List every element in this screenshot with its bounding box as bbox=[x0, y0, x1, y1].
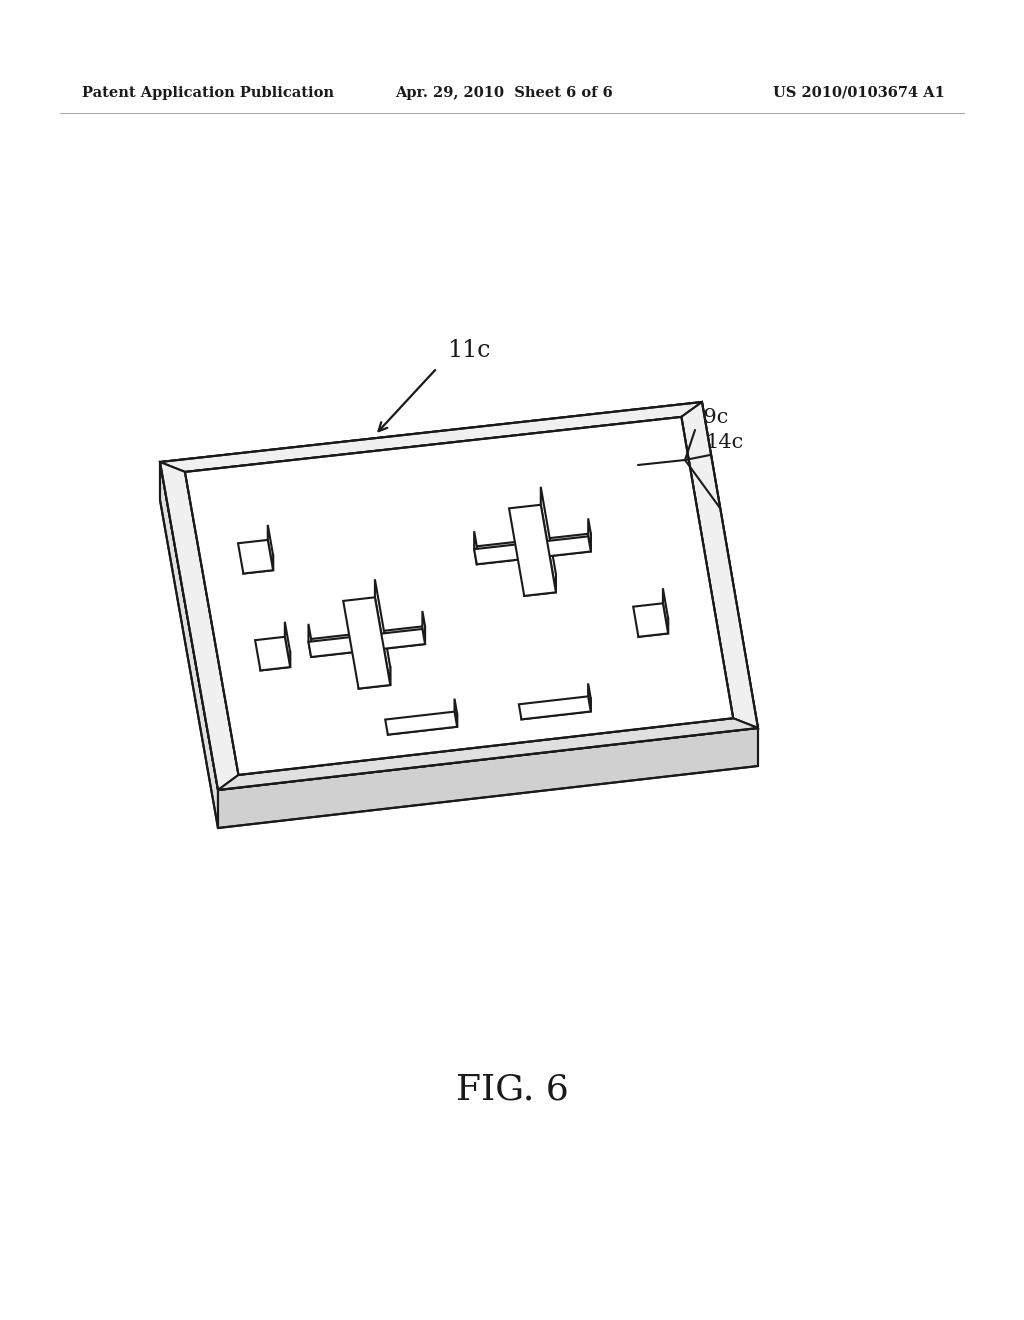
Polygon shape bbox=[633, 603, 668, 636]
Polygon shape bbox=[308, 624, 311, 657]
Polygon shape bbox=[541, 487, 556, 593]
Polygon shape bbox=[160, 403, 758, 789]
Polygon shape bbox=[260, 652, 290, 671]
Polygon shape bbox=[358, 667, 390, 689]
Polygon shape bbox=[160, 403, 702, 473]
Polygon shape bbox=[218, 718, 758, 789]
Polygon shape bbox=[681, 403, 758, 729]
Text: 11c: 11c bbox=[447, 339, 490, 362]
Text: US 2010/0103674 A1: US 2010/0103674 A1 bbox=[773, 86, 945, 100]
Polygon shape bbox=[663, 589, 668, 634]
Polygon shape bbox=[311, 626, 425, 657]
Polygon shape bbox=[477, 533, 591, 564]
Polygon shape bbox=[385, 711, 457, 735]
Polygon shape bbox=[160, 462, 218, 828]
Polygon shape bbox=[524, 574, 556, 595]
Polygon shape bbox=[519, 697, 591, 719]
Text: FIG. 6: FIG. 6 bbox=[456, 1073, 568, 1107]
Polygon shape bbox=[388, 714, 457, 735]
Polygon shape bbox=[308, 628, 425, 657]
Polygon shape bbox=[255, 636, 290, 671]
Polygon shape bbox=[343, 598, 390, 689]
Polygon shape bbox=[474, 536, 591, 564]
Polygon shape bbox=[638, 619, 668, 636]
Polygon shape bbox=[285, 622, 290, 667]
Text: Patent Application Publication: Patent Application Publication bbox=[82, 86, 334, 100]
Polygon shape bbox=[160, 462, 239, 789]
Polygon shape bbox=[185, 417, 733, 775]
Polygon shape bbox=[521, 698, 591, 719]
Text: 14c: 14c bbox=[705, 433, 743, 451]
Polygon shape bbox=[474, 531, 477, 564]
Polygon shape bbox=[238, 540, 273, 573]
Polygon shape bbox=[218, 729, 758, 828]
Polygon shape bbox=[588, 519, 591, 552]
Text: 19c: 19c bbox=[690, 408, 728, 426]
Polygon shape bbox=[375, 579, 390, 685]
Polygon shape bbox=[422, 611, 425, 644]
Polygon shape bbox=[268, 525, 273, 570]
Polygon shape bbox=[455, 698, 457, 727]
Text: Apr. 29, 2010  Sheet 6 of 6: Apr. 29, 2010 Sheet 6 of 6 bbox=[395, 86, 612, 100]
Polygon shape bbox=[588, 684, 591, 711]
Polygon shape bbox=[509, 504, 556, 595]
Polygon shape bbox=[244, 556, 273, 573]
